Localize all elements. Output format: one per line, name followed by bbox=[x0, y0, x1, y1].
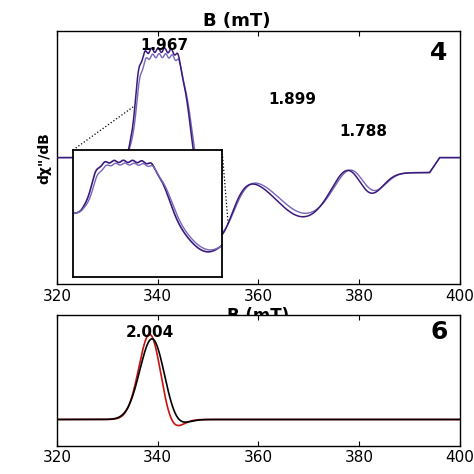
Text: 4: 4 bbox=[430, 41, 447, 65]
Text: B (mT): B (mT) bbox=[203, 12, 271, 30]
Text: 1.899: 1.899 bbox=[268, 92, 317, 107]
Text: 6: 6 bbox=[430, 320, 447, 345]
Text: 1.788: 1.788 bbox=[339, 125, 387, 139]
Text: 1.967: 1.967 bbox=[140, 37, 188, 53]
Text: 2.004: 2.004 bbox=[126, 325, 174, 339]
Y-axis label: dχ"/dB: dχ"/dB bbox=[37, 132, 51, 183]
X-axis label: B (mT): B (mT) bbox=[227, 307, 290, 325]
